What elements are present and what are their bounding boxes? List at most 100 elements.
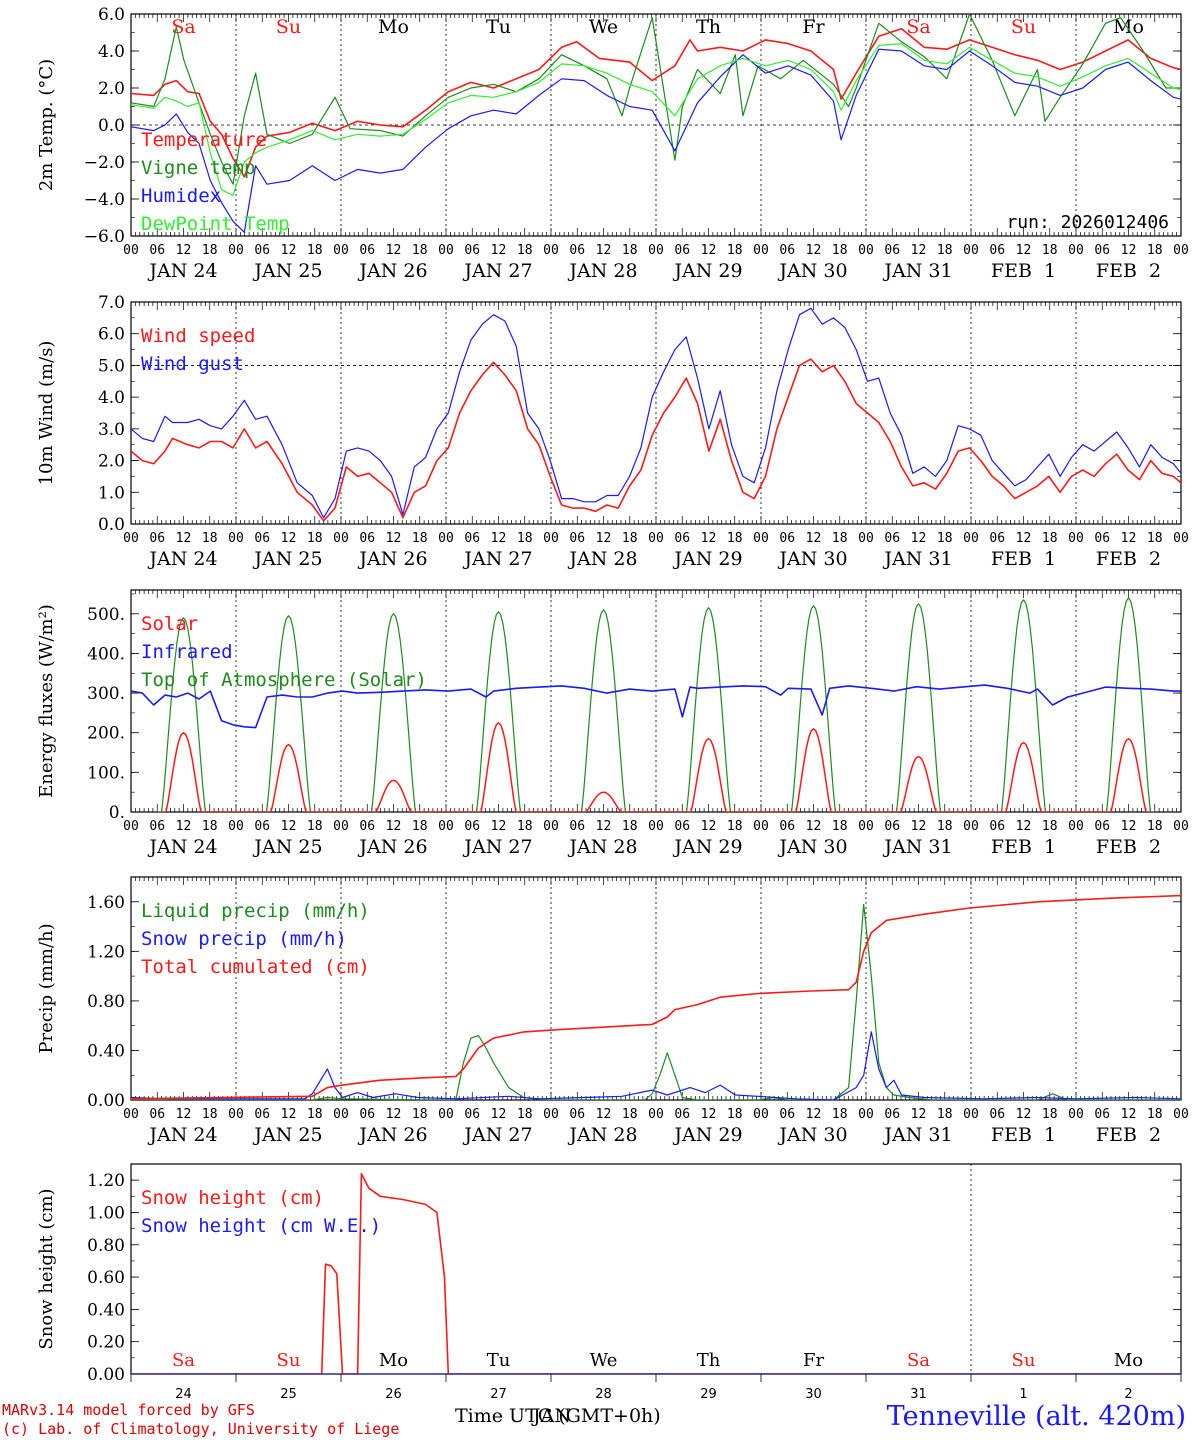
panel-4: 00 06 12 18 00 06 12 18 00 06 12 18 00 06 12 18 00 06 12 18…: [36, 876, 1189, 1146]
date-label: JAN 27: [462, 1124, 532, 1146]
date-label: JAN 29: [672, 836, 742, 858]
date-label: JAN 29: [672, 260, 742, 282]
day-number-label: 27: [490, 1387, 507, 1402]
hour-label: 00: [333, 531, 349, 546]
date-label: JAN 29: [672, 548, 742, 570]
hour-label: 00: [753, 243, 769, 258]
hour-label: 18: [307, 531, 323, 546]
hour-label: 00: [753, 1107, 769, 1122]
series-infrared: [131, 684, 1181, 729]
y-tick-label: 500.: [87, 605, 125, 625]
legend-entry: Snow precip (mm/h): [141, 928, 347, 950]
hour-label: 06: [779, 819, 795, 834]
hour-label: 18: [1147, 243, 1163, 258]
date-label: FEB 2: [1096, 548, 1161, 570]
date-label: JAN 30: [777, 260, 847, 282]
panel-2: 00 06 12 18 00 06 12 18 00 06 12 18 00 06 12 18 00 06 12 18…: [36, 293, 1189, 570]
hour-label: 12: [701, 531, 717, 546]
hour-label: 18: [937, 1107, 953, 1122]
hour-label: 00: [858, 819, 874, 834]
series-dewpoint-temp: [131, 43, 1181, 196]
hour-label: 12: [596, 243, 612, 258]
hour-label: 18: [517, 1107, 533, 1122]
y-tick-label: 300.: [87, 684, 125, 704]
hour-label: 06: [149, 243, 165, 258]
hour-label: 06: [569, 531, 585, 546]
series-top-of-atmosphere-solar: [157, 597, 1155, 812]
date-label: JAN 28: [567, 836, 637, 858]
hour-label: 12: [386, 819, 402, 834]
hour-label: 00: [228, 819, 244, 834]
date-label: JAN 28: [567, 548, 637, 570]
hour-label: 06: [464, 531, 480, 546]
hour-label: 18: [202, 243, 218, 258]
y-tick-label: 6.0: [98, 5, 125, 25]
legend-entry: Liquid precip (mm/h): [141, 900, 370, 922]
date-label: JAN 24: [147, 1124, 217, 1146]
hour-label: 12: [911, 243, 927, 258]
hour-label: 18: [307, 243, 323, 258]
hour-label: 18: [622, 1107, 638, 1122]
hour-label: 12: [806, 243, 822, 258]
hour-label: 06: [989, 819, 1005, 834]
y-tick-label: 0.80: [87, 992, 125, 1012]
hour-label: 12: [386, 531, 402, 546]
hour-label: 18: [727, 1107, 743, 1122]
hour-label: 12: [1016, 243, 1032, 258]
series-snow-height-cm: [131, 1172, 1181, 1374]
hour-label: 06: [464, 1107, 480, 1122]
y-axis-label: 2m Temp. (°C): [36, 59, 57, 191]
hour-label: 00: [753, 531, 769, 546]
hour-label: 12: [491, 243, 507, 258]
hour-label: 00: [333, 1107, 349, 1122]
panel-5: 24 25 26 27 28 29 30 31 1 2 Sa Su Mo Tu We Th Fr Sa Su Mo 0.…: [36, 1163, 1182, 1402]
weekday-label: Su: [1011, 16, 1036, 38]
hour-label: 06: [569, 819, 585, 834]
hour-label: 00: [963, 1107, 979, 1122]
weekday-label: Sa: [172, 1350, 195, 1371]
legend-entry: Total cumulated (cm): [141, 956, 370, 978]
weekday-label: Fr: [803, 1350, 824, 1371]
day-number-label: 31: [910, 1387, 927, 1402]
hour-label: 00: [438, 531, 454, 546]
y-tick-label: 0.0: [98, 116, 125, 136]
hour-label: 18: [517, 819, 533, 834]
date-label: JAN 28: [567, 260, 637, 282]
y-tick-label: 2.0: [98, 79, 125, 99]
series-solar: [161, 722, 1151, 812]
y-tick-label: 1.0: [98, 483, 125, 503]
date-label: JAN 25: [252, 260, 322, 282]
y-tick-label: 2.0: [98, 452, 125, 472]
legend-entry: Infrared: [141, 641, 233, 663]
hour-label: 00: [123, 819, 139, 834]
legend-entry: Top of Atmosphere (Solar): [141, 669, 427, 691]
hour-label: 18: [202, 819, 218, 834]
hour-label: 12: [1016, 819, 1032, 834]
hour-label: 00: [438, 1107, 454, 1122]
date-label: JAN 26: [357, 548, 427, 570]
hour-label: 18: [622, 243, 638, 258]
hour-label: 00: [858, 243, 874, 258]
y-tick-label: 0.0: [98, 515, 125, 535]
y-tick-label: 1.20: [87, 1171, 125, 1191]
hour-label: 12: [176, 531, 192, 546]
hour-label: 00: [858, 531, 874, 546]
hour-label: 06: [149, 819, 165, 834]
y-tick-label: 6.0: [98, 325, 125, 345]
hour-label: 12: [596, 819, 612, 834]
hour-label: 06: [1094, 819, 1110, 834]
run-label: run: 2026012406: [1006, 212, 1169, 233]
hour-label: 12: [386, 243, 402, 258]
legend-entry: Wind gust: [141, 353, 244, 375]
y-axis-label: 10m Wind (m/s): [36, 341, 57, 486]
hour-label: 12: [491, 819, 507, 834]
date-label: JAN 29: [672, 1124, 742, 1146]
hour-label: 06: [1094, 1107, 1110, 1122]
y-tick-label: 0.40: [87, 1300, 125, 1320]
hour-label: 18: [202, 1107, 218, 1122]
y-tick-label: 7.0: [98, 293, 125, 313]
date-label: JAN 27: [462, 836, 532, 858]
hour-label: 18: [412, 531, 428, 546]
hour-label: 12: [806, 819, 822, 834]
hour-label: 18: [1147, 531, 1163, 546]
